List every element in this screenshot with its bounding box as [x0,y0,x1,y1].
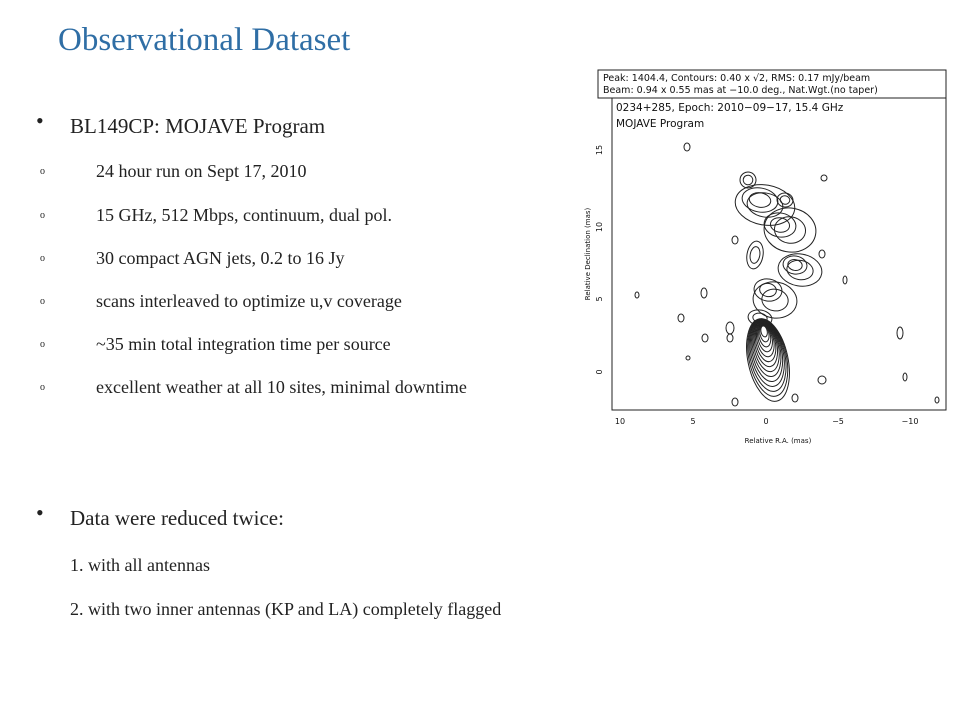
y-tick-label: 15 [595,145,604,155]
contour [759,324,770,343]
contour [818,249,826,259]
contour [782,255,808,275]
contour [842,275,848,285]
numbered-item: 1. with all antennas [70,555,210,575]
contour [773,216,807,244]
contour [779,195,791,205]
contour [761,288,789,312]
contour [734,184,796,226]
x-tick-label: 10 [615,417,625,426]
contour [746,192,784,218]
contour [742,174,754,186]
contour [752,312,768,324]
contour [820,174,828,182]
contour [751,320,782,378]
contour [786,259,814,281]
contour [749,246,761,264]
sub-item: 24 hour run on Sept 17, 2010 [96,161,307,181]
bullet-heading: Data were reduced twice: [70,506,284,530]
contour [758,324,772,348]
contour [747,318,789,397]
contour [759,282,777,298]
contour [700,287,708,299]
contour [701,333,709,343]
contour [791,393,799,403]
contour [725,321,735,335]
contour [741,187,779,213]
x-tick-label: −10 [902,417,919,426]
y-tick-label: 0 [595,369,604,374]
sub-item: 15 GHz, 512 Mbps, continuum, dual pol. [96,205,392,225]
contour [677,313,685,323]
plot-frame [611,97,947,411]
contour [634,291,640,299]
sub-item: ~35 min total integration time per sourc… [96,334,391,354]
contour [769,217,791,233]
y-tick-label: 10 [595,222,604,232]
contour [753,278,783,302]
y-axis-label: Relative Declination (mas) [584,207,592,300]
contour [731,235,739,245]
sub-bullet: o [40,296,45,307]
sub-bullet: o [40,210,45,221]
contour [757,323,773,353]
numbered-item: 2. with two inner antennas (KP and LA) c… [70,599,502,619]
sub-item: excellent weather at all 10 sites, minim… [96,377,467,397]
bullet: • [36,500,44,525]
x-axis-label: Relative R.A. (mas) [745,437,812,445]
figure-legend: 0234+285, Epoch: 2010−09−17, 15.4 GHz [616,102,844,114]
contour [683,142,691,152]
contour [748,192,772,208]
contour [750,320,784,382]
sub-item: scans interleaved to optimize u,v covera… [96,291,402,311]
contour [752,321,780,373]
x-tick-label: 0 [763,417,768,426]
contour [746,318,790,402]
figure-header: Peak: 1404.4, Contours: 0.40 x √2, RMS: … [603,73,870,84]
contour [934,396,940,404]
sub-bullet: o [40,339,45,350]
contour [787,259,803,271]
contour [731,397,739,407]
sub-bullet: o [40,253,45,264]
bullet: • [36,108,44,133]
x-tick-label: −5 [832,417,844,426]
contour [902,372,908,382]
contour [896,326,904,340]
bullet-heading: BL149CP: MOJAVE Program [70,114,326,138]
slide-title: Observational Dataset [58,22,351,58]
contour [763,212,797,238]
contour [776,192,794,208]
contour-figure: Peak: 1404.4, Contours: 0.40 x √2, RMS: … [584,69,947,445]
y-tick-label: 5 [595,296,604,301]
contour [747,309,773,327]
contour [749,319,785,387]
x-tick-label: 5 [690,417,695,426]
figure-legend: MOJAVE Program [616,118,704,130]
contour [746,240,764,270]
contour [748,319,787,392]
contour [755,323,775,358]
contour [777,253,823,287]
sub-item: 30 compact AGN jets, 0.2 to 16 Jy [96,248,345,268]
contours [634,142,940,407]
contour [726,333,734,343]
contour [739,171,757,189]
figure-header: Beam: 0.94 x 0.55 mas at −10.0 deg., Nat… [603,85,878,96]
contour [685,355,691,361]
contour [817,375,827,385]
sub-bullet: o [40,382,45,393]
sub-bullet: o [40,166,45,177]
